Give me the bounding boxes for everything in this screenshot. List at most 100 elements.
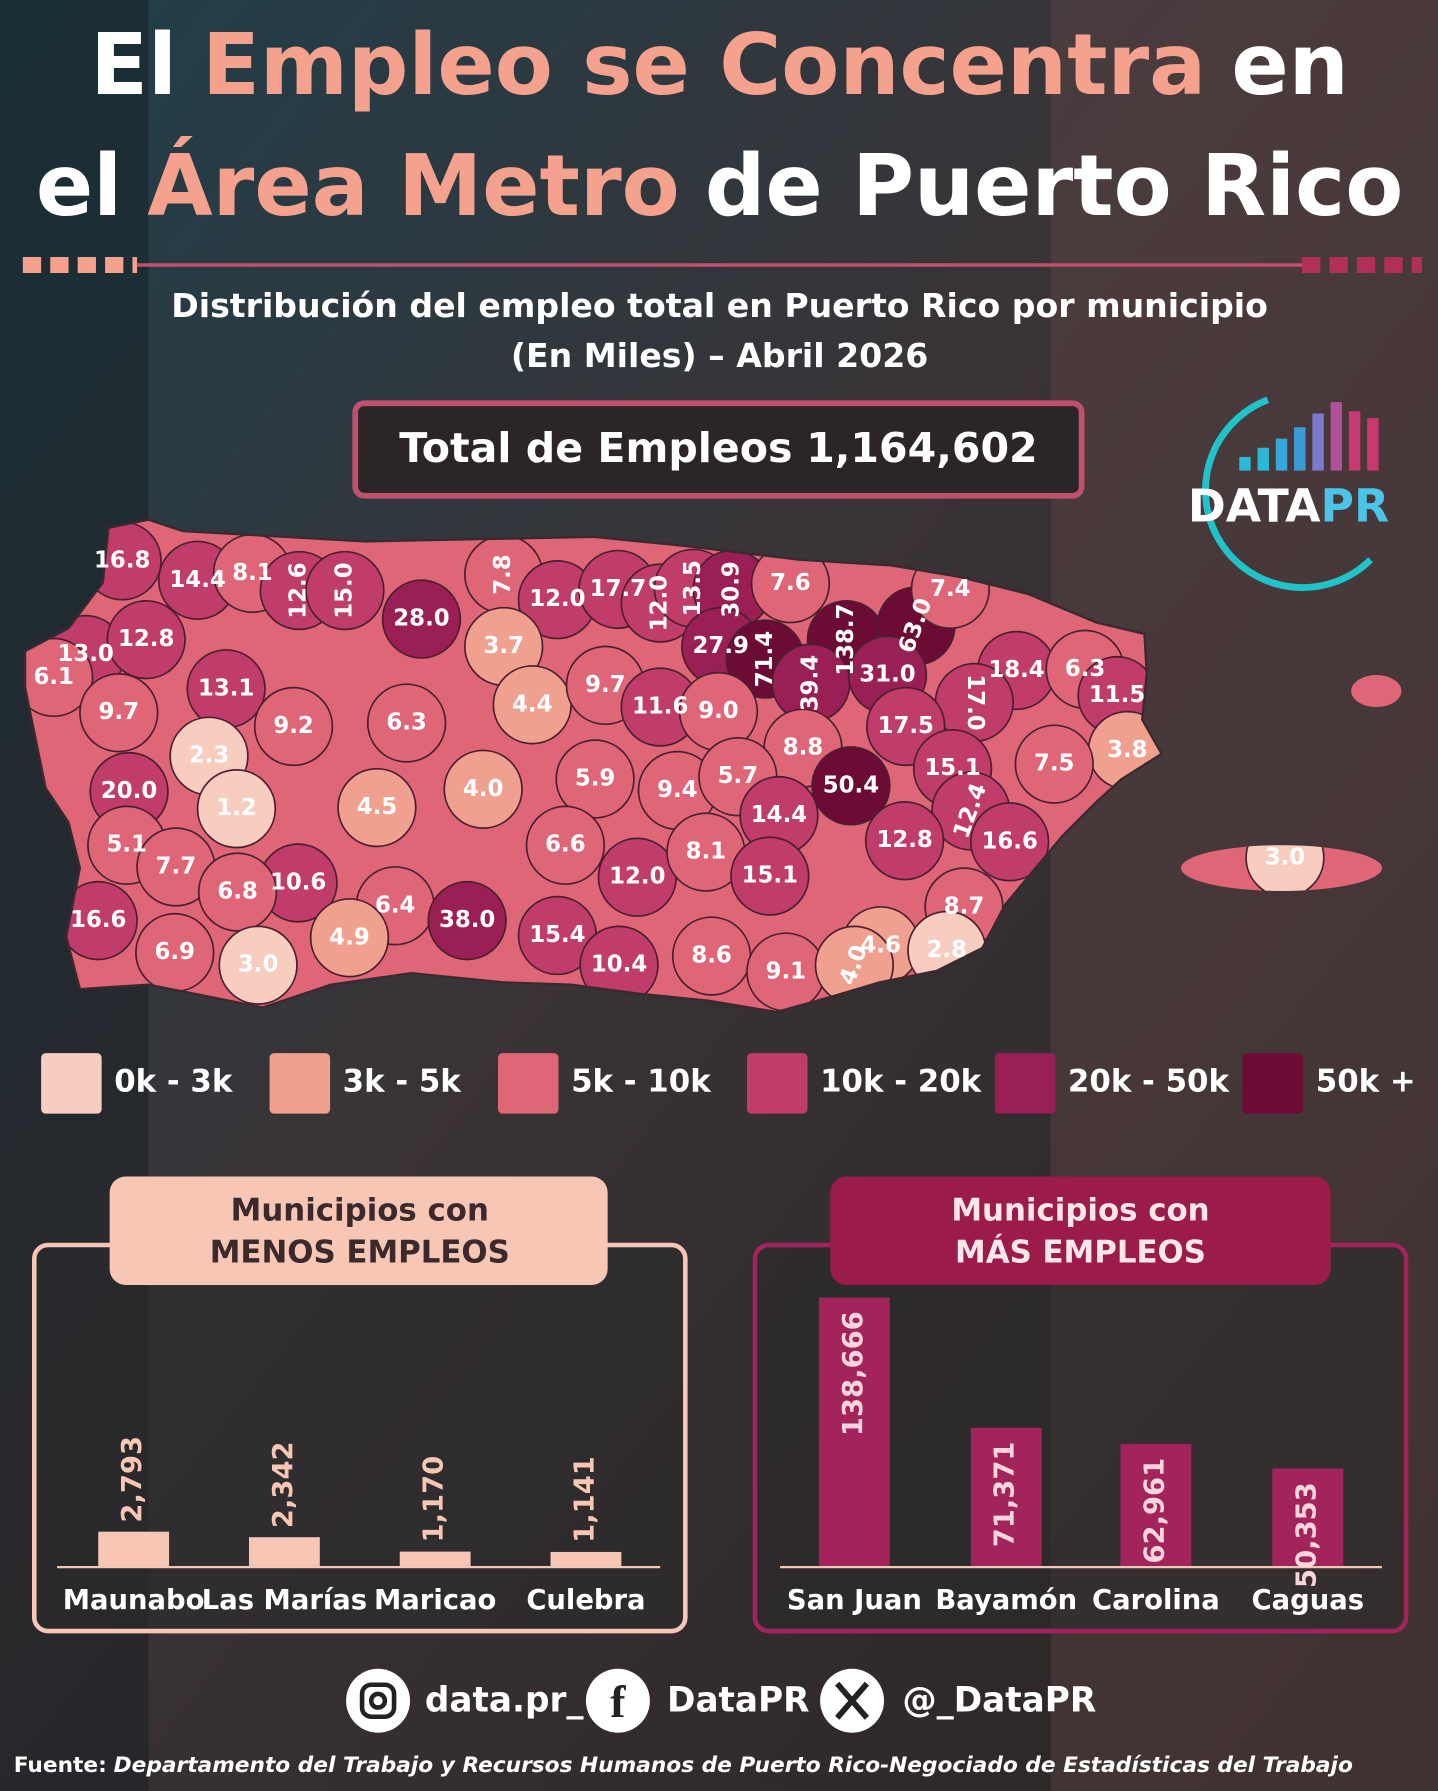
total: Total de Empleos 1,164,602 xyxy=(399,424,1037,472)
municipality-label: 7.8 xyxy=(490,554,516,594)
municipality-label: 13.5 xyxy=(680,560,706,616)
bar xyxy=(1272,1468,1344,1566)
social-handle[interactable]: DataPR xyxy=(667,1680,810,1720)
municipality-label: 6.4 xyxy=(375,892,415,918)
legend-swatch xyxy=(994,1053,1056,1114)
municipality-label: 13.0 xyxy=(57,641,113,667)
title-highlight: Área Metro xyxy=(147,137,679,235)
chart-title: Municipios con xyxy=(951,1192,1209,1228)
municipality-label: 11.6 xyxy=(632,694,688,720)
social-handle[interactable]: @_DataPR xyxy=(902,1680,1096,1720)
x-tick-label: Caguas xyxy=(1252,1585,1365,1616)
municipality-label: 3.0 xyxy=(238,952,278,978)
title-word: en xyxy=(1231,16,1349,114)
bar-value-label: 138,666 xyxy=(838,1311,869,1436)
legend-label: 3k - 5k xyxy=(343,1063,463,1099)
municipality-label: 7.6 xyxy=(770,570,810,596)
municipality-label: 6.3 xyxy=(1065,656,1105,682)
logo-text: DATAPR xyxy=(1188,479,1389,532)
municipality-label: 12.0 xyxy=(529,586,585,612)
municipality-label: 10.4 xyxy=(591,952,647,978)
municipality-label: 28.0 xyxy=(393,606,449,632)
logo-bar xyxy=(1312,413,1324,471)
municipality xyxy=(525,805,606,885)
municipality xyxy=(106,599,186,680)
legend-swatch xyxy=(41,1053,102,1114)
municipality-label: 9.1 xyxy=(766,959,806,985)
municipality-label: 9.2 xyxy=(273,713,313,739)
municipality xyxy=(305,550,385,631)
municipality xyxy=(1014,724,1094,804)
municipality-label: 6.8 xyxy=(217,879,257,905)
municipality xyxy=(197,852,278,932)
municipality-label: 30.9 xyxy=(719,561,745,617)
municipality-label: 3.7 xyxy=(483,633,523,659)
logo-bar xyxy=(1294,427,1306,471)
municipality-label: 6.9 xyxy=(155,939,195,965)
logo-bar xyxy=(1275,438,1288,471)
x-tick-label: Culebra xyxy=(526,1585,645,1616)
municipality-label: 11.5 xyxy=(1089,682,1145,708)
municipality xyxy=(555,739,635,819)
logo-bar xyxy=(1330,402,1343,471)
bar-value-label: 62,961 xyxy=(1139,1458,1170,1564)
municipality-label: 50.4 xyxy=(823,772,879,798)
total-label: Total de Empleos xyxy=(399,424,792,472)
municipality-label: 2.3 xyxy=(189,743,229,769)
municipality-label: 18.4 xyxy=(988,657,1044,683)
municipality-label: 17.0 xyxy=(962,674,988,730)
bar xyxy=(818,1297,890,1566)
municipality-label: 14.4 xyxy=(751,802,807,828)
bar xyxy=(98,1531,170,1566)
municipality-label: 31.0 xyxy=(859,662,915,688)
social-handle[interactable]: data.pr_ xyxy=(425,1680,585,1720)
facebook-icon[interactable] xyxy=(585,1668,650,1733)
x-tick-label: Carolina xyxy=(1092,1585,1220,1616)
logo-bar xyxy=(1348,411,1361,471)
chart-title: MÁS EMPLEOS xyxy=(955,1235,1206,1271)
municipality-label: 6.1 xyxy=(33,664,73,690)
instagram-icon[interactable] xyxy=(346,1668,411,1733)
municipality-label: 3.0 xyxy=(1265,844,1305,870)
municipality-label: 3.8 xyxy=(1107,737,1147,763)
municipality xyxy=(864,800,945,881)
municipality xyxy=(337,767,417,848)
instagram-glyph xyxy=(368,1691,388,1710)
source-text: Departamento del Trabajo y Recursos Huma… xyxy=(114,1753,1353,1778)
legend: 0k - 3k 3k - 5k 5k - 10k 10k - 20k 20k - 50k… xyxy=(41,1053,1416,1114)
panel-header xyxy=(109,1176,608,1285)
municipality xyxy=(381,579,462,659)
municipality-label: 8.1 xyxy=(232,560,272,586)
municipality-label: 5.9 xyxy=(575,765,615,791)
logo-word: PR xyxy=(1321,479,1390,532)
municipality-label: 1.2 xyxy=(216,795,256,821)
title-line: El Empleo se Concentra en xyxy=(90,16,1349,114)
municipality-label: 6.6 xyxy=(545,832,585,858)
map-labels: 16.814.4 8.1 12.6 15.0 28.07.812.0 17.7 12.0 13… xyxy=(33,547,1305,988)
municipality-label: 9.7 xyxy=(99,699,139,725)
municipality-label: 16.6 xyxy=(982,828,1038,854)
chart-title: MENOS EMPLEOS xyxy=(210,1235,510,1271)
x-tick-label: Maunabo xyxy=(63,1585,205,1616)
municipality xyxy=(79,673,159,753)
municipality-label: 14.4 xyxy=(169,567,225,593)
municipality xyxy=(253,686,334,767)
source-label: Fuente: xyxy=(14,1753,107,1778)
municipality-label: 4.5 xyxy=(357,794,397,820)
municipality xyxy=(25,637,94,718)
municipality xyxy=(730,836,810,916)
bar xyxy=(970,1427,1042,1566)
municipality-label: 17.5 xyxy=(878,713,934,739)
municipality-label: 13.1 xyxy=(198,675,254,701)
total-value: 1,164,602 xyxy=(806,424,1037,472)
municipality-label: 8.7 xyxy=(944,893,984,919)
municipality-label: 10.6 xyxy=(270,869,326,895)
municipality-label: 5.7 xyxy=(718,763,758,789)
municipality-label: 38.0 xyxy=(439,907,495,933)
municipality-label: 39.4 xyxy=(797,655,823,711)
municipality-label: 138.7 xyxy=(833,604,859,676)
municipality-label: 16.6 xyxy=(70,907,126,933)
x-tick-label: Las Marías xyxy=(202,1585,367,1616)
legend-swatch xyxy=(497,1053,559,1114)
